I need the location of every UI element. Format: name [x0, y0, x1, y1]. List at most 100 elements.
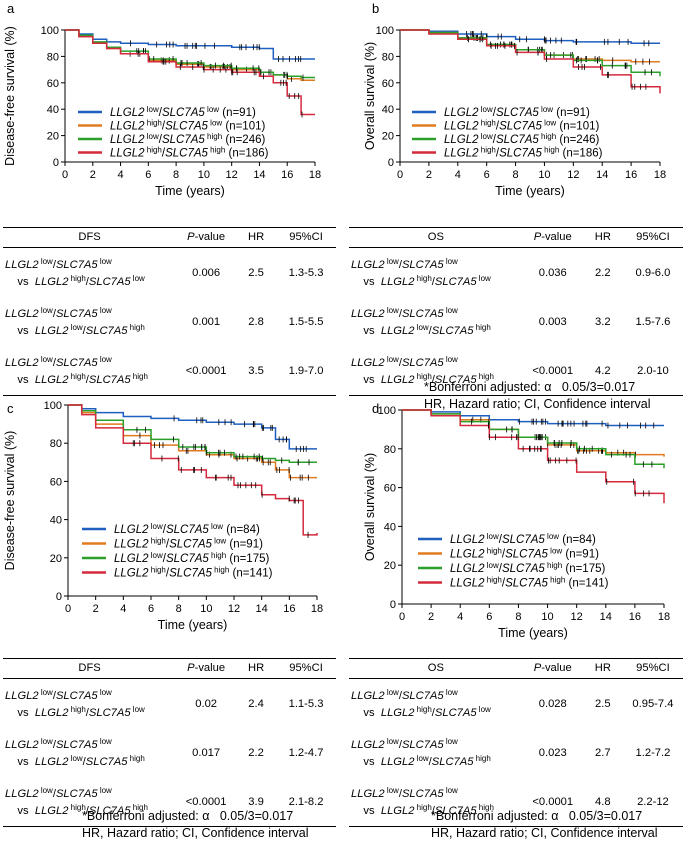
- x-tick-label: 6: [486, 611, 492, 623]
- x-tick-label: 18: [311, 603, 323, 615]
- survival-curve: [400, 29, 660, 44]
- abbreviation-note: HR, Hazard ratio; CI, Confidence interva…: [431, 826, 658, 840]
- survival-curve: [402, 409, 665, 504]
- survival-curve: [402, 409, 665, 469]
- table-row: LLGL2 low/SLC7A5 low vs LLGL2 low/SLC7A5…: [3, 728, 336, 777]
- y-tick-label: 60: [47, 78, 59, 90]
- hr-cell: 2.4: [248, 697, 264, 710]
- y-tick-label: 40: [50, 515, 62, 527]
- table-header-cell: HR: [582, 227, 623, 248]
- table-header-cell: DFS: [3, 658, 177, 679]
- x-tick-label: 12: [571, 611, 583, 623]
- comparison-cell: LLGL2 low/SLC7A5 low vs LLGL2 high/SLC7A…: [5, 257, 145, 288]
- comparison-cell: LLGL2 low/SLC7A5 low vs LLGL2 high/SLC7A…: [349, 777, 523, 827]
- table-header-cell: HR: [582, 658, 623, 679]
- y-tick-label: 100: [41, 25, 59, 37]
- x-tick-label: 4: [117, 169, 123, 181]
- x-tick-label: 6: [148, 603, 154, 615]
- y-axis-label: Disease-free survival (%): [3, 431, 17, 571]
- hr-cell: 2.5: [595, 697, 611, 710]
- x-tick-label: 6: [484, 169, 490, 181]
- x-tick-label: 4: [120, 603, 126, 615]
- stats-table-b: OS P-value HR 95%CI LLGL2 low/SLC7A5 low vs …: [349, 227, 683, 396]
- x-tick-label: 0: [65, 603, 71, 615]
- ci-cell: 1.1-5.3: [288, 697, 324, 710]
- legend-label: LLGL2 high/SLC7A5 low (n=91): [114, 537, 263, 551]
- panel-letter-d: d: [372, 401, 380, 416]
- legend-label: LLGL2 low/SLC7A5 low (n=91): [110, 105, 256, 119]
- comparison-cell: LLGL2 low/SLC7A5 low vs LLGL2 high/SLC7A…: [3, 346, 177, 396]
- y-tick-label: 100: [378, 405, 396, 417]
- table-header-row: OS P-value HR 95%CI: [349, 658, 683, 679]
- legend-label: LLGL2 high/SLC7A5 high (n=186): [444, 146, 603, 160]
- abbreviation-note: HR, Hazard ratio; CI, Confidence interva…: [424, 397, 651, 411]
- legend-label: LLGL2 high/SLC7A5 high (n=141): [450, 576, 609, 590]
- y-tick-label: 80: [47, 51, 59, 63]
- hr-cell: 3.2: [595, 315, 611, 328]
- km-chart-b: 0 20 40 60 80 100 0 2 4 6 8 10 12 14 16 18 Time (years) O…: [363, 25, 666, 198]
- ci-cell: 1.5-5.5: [288, 315, 324, 328]
- y-tick-label: 60: [382, 78, 394, 90]
- x-axis-label: Time (years): [498, 626, 568, 640]
- table-header-cell: 95%CI: [622, 227, 683, 248]
- bonferroni-note: *Bonferroni adjusted: α 0.05/3=0.017: [431, 809, 643, 823]
- ci-cell: 1.3-5.3: [288, 266, 324, 279]
- x-tick-label: 16: [283, 603, 295, 615]
- x-tick-label: 0: [399, 611, 405, 623]
- table-header-cell: 95%CI: [276, 658, 336, 679]
- legend-label: LLGL2 low/SLC7A5 low (n=84): [450, 532, 596, 546]
- table-header-cell: 95%CI: [622, 658, 683, 679]
- x-axis-label: Time (years): [158, 618, 228, 632]
- p-value-cell: 0.028: [538, 697, 567, 710]
- survival-curve: [65, 29, 315, 79]
- survival-curve: [68, 404, 317, 464]
- comparison-cell: LLGL2 low/SLC7A5 low vs LLGL2 high/SLC7A…: [351, 688, 491, 719]
- abbreviation-note: HR, Hazard ratio; CI, Confidence interva…: [82, 826, 309, 840]
- x-tick-label: 4: [457, 611, 463, 623]
- ci-cell: 1.2-4.7: [288, 746, 324, 759]
- table-row: LLGL2 low/SLC7A5 low vs LLGL2 high/SLC7A…: [349, 248, 683, 298]
- x-tick-label: 18: [654, 169, 666, 181]
- x-tick-label: 4: [455, 169, 461, 181]
- x-tick-label: 12: [567, 169, 579, 181]
- hr-cell: 4.8: [582, 777, 623, 827]
- y-tick-label: 0: [390, 599, 396, 611]
- p-value-cell: <0.0001: [176, 777, 237, 827]
- ci-cell: 2.0-10: [622, 346, 683, 396]
- legend-label: LLGL2 low/SLC7A5 low (n=84): [114, 522, 260, 536]
- stats-table-d: OS P-value HR 95%CI LLGL2 low/SLC7A5 low vs …: [349, 658, 683, 827]
- ci-cell: 2.1-8.2: [276, 777, 336, 827]
- survival-curve: [65, 29, 315, 81]
- ci-cell: 1.9-7.0: [276, 346, 336, 396]
- legend-label: LLGL2 low/SLC7A5 high (n=175): [450, 561, 605, 575]
- x-tick-label: 18: [309, 169, 321, 181]
- km-chart-c: 0 20 40 60 80 100 0 2 4 6 8 10 12 14 16 18 Time (years) D…: [3, 400, 323, 632]
- survival-curve: [68, 404, 317, 479]
- survival-curve: [400, 29, 661, 94]
- survival-curve: [65, 29, 315, 60]
- x-tick-label: 0: [62, 169, 68, 181]
- table-row: LLGL2 low/SLC7A5 low vs LLGL2 high/SLC7A…: [3, 346, 336, 396]
- ci-cell: 0.95-7.4: [632, 697, 674, 710]
- p-value-cell: 0.003: [538, 315, 567, 328]
- survival-curve: [400, 29, 660, 63]
- y-tick-label: 20: [47, 131, 59, 143]
- x-tick-label: 10: [541, 611, 553, 623]
- hr-cell: 2.7: [595, 746, 611, 759]
- y-axis-label: Disease-free survival (%): [3, 26, 17, 166]
- survival-curve: [402, 409, 665, 457]
- x-tick-label: 8: [512, 169, 518, 181]
- note-bottom-right: *Bonferroni adjusted: α 0.05/3=0.017 HR,…: [431, 808, 657, 842]
- p-value-cell: <0.0001: [522, 777, 583, 827]
- table-header-cell: P-value: [522, 658, 583, 679]
- bonferroni-note: *Bonferroni adjusted: α 0.05/3=0.017: [424, 380, 636, 394]
- table-header-cell: OS: [349, 658, 523, 679]
- x-tick-label: 14: [253, 169, 265, 181]
- x-tick-label: 16: [629, 611, 641, 623]
- note-top: *Bonferroni adjusted: α 0.05/3=0.017 HR,…: [424, 379, 650, 413]
- table-header-cell: P-value: [176, 227, 237, 248]
- table-header-cell: P-value: [522, 227, 583, 248]
- legend-label: LLGL2 high/SLC7A5 low (n=91): [450, 547, 599, 561]
- legend-label: LLGL2 low/SLC7A5 high (n=246): [444, 132, 599, 146]
- p-value-cell: <0.0001: [522, 346, 583, 396]
